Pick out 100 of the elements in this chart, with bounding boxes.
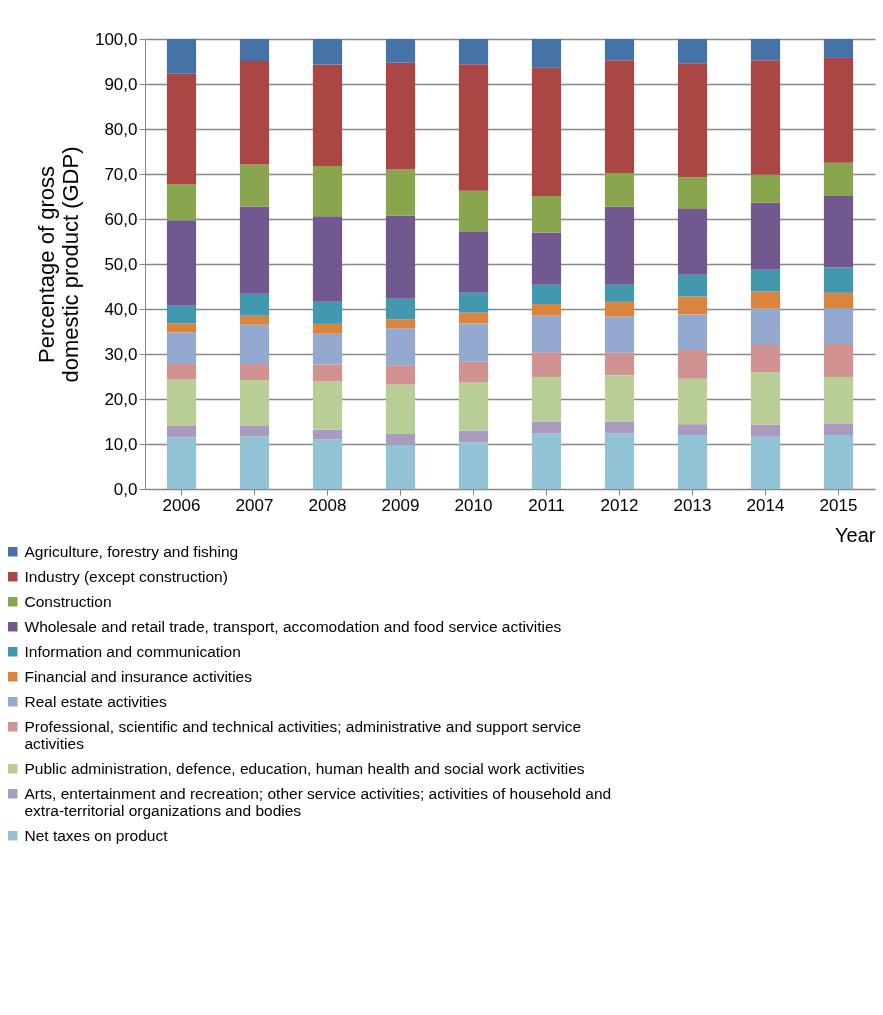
bar (239, 315, 270, 325)
bar (312, 216, 343, 302)
bar (677, 63, 708, 178)
bar (458, 190, 489, 232)
bar (166, 305, 197, 324)
legend-label: Professional, scientific and technical activities; administrative and support service activities (24, 717, 582, 753)
bar (239, 61, 270, 165)
bar (604, 173, 635, 207)
bar (750, 60, 781, 175)
bar (823, 39, 854, 58)
bar (385, 215, 416, 299)
bar (312, 439, 343, 489)
bar (677, 349, 708, 379)
y-tick-label: 90,0 (104, 74, 138, 94)
bar (677, 296, 708, 315)
bar (677, 435, 708, 489)
legend-label: Industry (except construction) (24, 567, 228, 585)
legend-label: Wholesale and retail trade, transport, accomodation and food service activities (24, 617, 562, 635)
bar (312, 333, 343, 365)
bar (458, 231, 489, 293)
bar (239, 164, 270, 207)
bar (458, 442, 489, 489)
bar (385, 365, 416, 385)
y-tick-label: 40,0 (104, 299, 138, 319)
bar (604, 301, 635, 317)
bar (458, 64, 489, 191)
bar (750, 345, 781, 373)
bar (750, 372, 781, 425)
bar (458, 361, 489, 383)
bar (823, 292, 854, 309)
bar (531, 304, 562, 316)
legend-label: Arts, entertainment and recreation; other service activities; activities of household and extra-territorial organizations and bodies (24, 784, 612, 820)
bar (166, 323, 197, 333)
legend-label: Information and communication (24, 642, 241, 660)
legend-label: Financial and insurance activities (24, 667, 253, 685)
bar (604, 284, 635, 302)
bar (604, 421, 635, 434)
bar (604, 352, 635, 376)
bar (166, 332, 197, 364)
x-tick-label: 2014 (746, 495, 785, 515)
bar (750, 291, 781, 309)
legend-label: Agriculture, forestry and fishing (24, 542, 239, 560)
bar (604, 60, 635, 174)
y-tick-label: 70,0 (104, 164, 138, 184)
bar (677, 274, 708, 297)
bar (823, 57, 854, 163)
bar (239, 436, 270, 489)
bar (531, 315, 562, 353)
bar (458, 39, 489, 65)
bar (312, 381, 343, 430)
bar (458, 312, 489, 324)
y-tick-label: 30,0 (104, 344, 138, 364)
bar (239, 324, 270, 364)
bar (531, 421, 562, 434)
bar (531, 196, 562, 233)
bar (677, 424, 708, 435)
bar (312, 39, 343, 65)
bar (385, 169, 416, 216)
legend-label: Net taxes on product (24, 826, 169, 844)
y-tick-label: 100,0 (94, 29, 138, 49)
bar (677, 209, 708, 275)
bar (385, 319, 416, 329)
bar (677, 39, 708, 64)
bar (239, 380, 270, 426)
bar (166, 39, 197, 74)
y-tick-label: 80,0 (104, 119, 138, 139)
bar (312, 301, 343, 324)
bar (677, 378, 708, 425)
bar (312, 165, 343, 217)
bar (385, 384, 416, 435)
bar (239, 426, 270, 437)
bar (166, 363, 197, 380)
bar (604, 206, 635, 285)
bar (239, 293, 270, 316)
bar (312, 64, 343, 166)
x-tick-label: 2006 (162, 495, 201, 515)
x-tick-label: 2013 (673, 495, 712, 515)
bar (750, 39, 781, 61)
bar (166, 184, 197, 221)
bar (239, 39, 270, 62)
bar (750, 174, 781, 203)
bar (604, 316, 635, 353)
bar (604, 433, 635, 489)
bar (823, 267, 854, 293)
y-tick-label: 50,0 (104, 254, 138, 274)
legend-label: Real estate activities (24, 692, 167, 710)
x-tick-label: 2007 (235, 495, 274, 515)
bar (750, 424, 781, 437)
bar (458, 382, 489, 431)
x-tick-label: 2015 (819, 495, 858, 515)
bar (823, 423, 854, 435)
x-tick-label: 2012 (600, 495, 639, 515)
bar (239, 363, 270, 381)
bar (677, 314, 708, 350)
bar (312, 429, 343, 440)
bar (677, 177, 708, 210)
bar (312, 364, 343, 382)
bar (823, 196, 854, 268)
bar (750, 269, 781, 292)
bar (166, 379, 197, 426)
